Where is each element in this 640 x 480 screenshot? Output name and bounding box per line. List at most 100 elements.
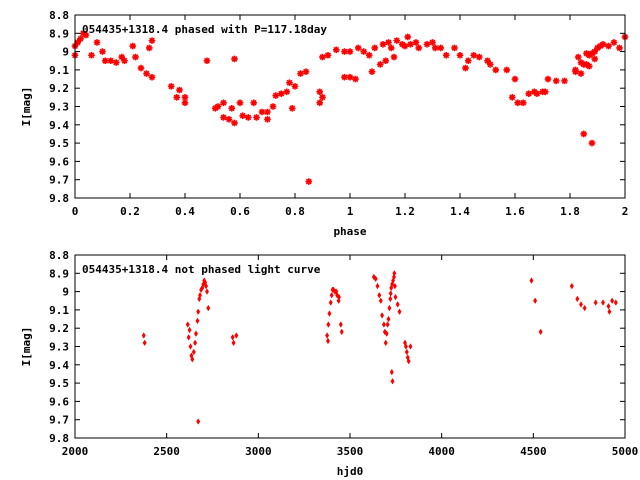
unphased-data-points — [141, 270, 618, 425]
phased-data-point — [143, 70, 150, 77]
phased-data-point — [541, 88, 549, 96]
unphased-x-tick-label: 4000 — [428, 445, 455, 458]
unphased-data-point — [538, 328, 543, 336]
phased-data-point — [354, 44, 362, 52]
phased-data-point — [264, 116, 271, 123]
phased-data-point — [387, 44, 395, 52]
unphased-data-point — [378, 297, 383, 305]
phased-data-point — [77, 35, 84, 43]
unphased-data-point — [197, 295, 202, 303]
unphased-data-point — [395, 301, 400, 308]
phased-data-point — [605, 42, 612, 50]
phased-data-point — [264, 108, 271, 116]
phased-data-point — [503, 66, 511, 74]
phased-data-point — [561, 77, 568, 85]
unphased-data-point — [206, 304, 211, 312]
unphased-data-point — [383, 339, 388, 347]
unphased-data-point — [205, 288, 209, 295]
phased-data-point — [412, 39, 420, 46]
unphased-data-point — [335, 291, 340, 299]
phased-data-point — [514, 99, 522, 107]
unphased-data-point — [385, 321, 390, 328]
phased-data-point — [231, 119, 238, 127]
phased-data-point — [352, 75, 359, 83]
phased-x-tick-label: 1.6 — [505, 205, 525, 218]
phased-data-point — [492, 66, 500, 74]
unphased-data-point — [188, 343, 193, 350]
phased-data-point — [302, 68, 310, 76]
unphased-y-axis-label: I[mag] — [20, 327, 33, 367]
phased-data-point — [588, 139, 596, 147]
phased-data-point — [145, 44, 153, 52]
phased-x-tick-label: 1.2 — [395, 205, 415, 218]
phased-data-points — [71, 30, 629, 185]
phased-data-point — [376, 61, 384, 68]
phased-data-point — [368, 68, 376, 76]
phased-y-tick-label: 9.2 — [49, 82, 69, 95]
unphased-chart-title: 054435+1318.4 not phased light curve — [82, 263, 321, 276]
unphased-data-point — [329, 291, 334, 299]
phased-y-tick-label: 9.5 — [49, 137, 69, 150]
phased-data-point — [390, 53, 398, 61]
unphased-data-point — [190, 356, 195, 363]
phased-data-point — [511, 75, 519, 83]
unphased-x-tick-label: 4500 — [520, 445, 547, 458]
unphased-data-point — [579, 301, 583, 308]
unphased-data-point — [403, 343, 408, 350]
phased-data-point — [415, 44, 423, 52]
phased-data-point — [214, 103, 222, 110]
unphased-x-tick-label: 2500 — [153, 445, 180, 458]
phased-light-curve-panel: 0 0.2 0.4 0.6 0.8 1 1.2 1.4 1.6 1.8 2 8.8 8.9 9 9.1 9.2… — [20, 9, 628, 238]
phased-data-point — [167, 83, 175, 90]
unphased-axis-ticks: 2000 2500 3000 3500 4000 4500 5000 8.8 8.9 9 9.1 9.… — [49, 249, 638, 458]
phased-data-point — [283, 88, 291, 96]
phased-data-point — [371, 44, 379, 52]
phased-data-point — [181, 94, 189, 101]
phased-data-point — [346, 48, 354, 55]
unphased-data-point — [339, 328, 344, 336]
phased-data-point — [401, 42, 409, 50]
phased-data-point — [74, 39, 82, 46]
phased-data-point — [574, 53, 582, 61]
phased-x-tick-label: 1 — [347, 205, 354, 218]
phased-data-point — [525, 90, 533, 97]
phased-data-point — [533, 90, 541, 97]
unphased-data-point — [397, 308, 402, 316]
phased-data-point — [407, 40, 414, 48]
phased-data-point — [173, 94, 181, 101]
phased-x-tick-label: 0.4 — [175, 205, 195, 218]
phased-data-point — [253, 114, 260, 121]
unphased-data-point — [384, 330, 389, 337]
phased-y-tick-label: 8.8 — [49, 9, 69, 22]
phased-data-point — [324, 51, 332, 59]
unphased-data-point — [610, 297, 615, 305]
unphased-y-tick-label: 9.2 — [49, 322, 69, 335]
phased-x-axis-label: phase — [333, 225, 366, 238]
phased-data-point — [203, 57, 211, 65]
unphased-data-point — [187, 326, 192, 334]
phased-x-tick-label: 0.8 — [285, 205, 305, 218]
phased-data-point — [231, 55, 238, 63]
unphased-data-point — [392, 270, 397, 277]
unphased-data-point — [142, 339, 147, 347]
phased-data-point — [464, 57, 472, 65]
unphased-x-tick-label: 3500 — [337, 445, 364, 458]
unphased-data-point — [613, 299, 618, 306]
unphased-data-point — [607, 308, 612, 316]
phased-data-point — [316, 99, 324, 107]
unphased-data-point — [198, 291, 203, 299]
unphased-data-point — [375, 282, 380, 290]
unphased-y-tick-label: 9.7 — [49, 414, 69, 427]
unphased-data-point — [196, 308, 201, 316]
phased-data-point — [577, 70, 585, 77]
phased-data-point — [220, 99, 227, 107]
phased-data-point — [599, 40, 607, 48]
phased-data-point — [580, 130, 588, 138]
phased-data-point — [112, 59, 120, 66]
phased-data-point — [431, 44, 439, 52]
phased-data-point — [519, 99, 527, 107]
phased-y-tick-label: 9.7 — [49, 174, 69, 187]
phased-data-point — [250, 99, 258, 107]
phased-data-point — [286, 79, 293, 87]
phased-x-tick-label: 2 — [622, 205, 629, 218]
